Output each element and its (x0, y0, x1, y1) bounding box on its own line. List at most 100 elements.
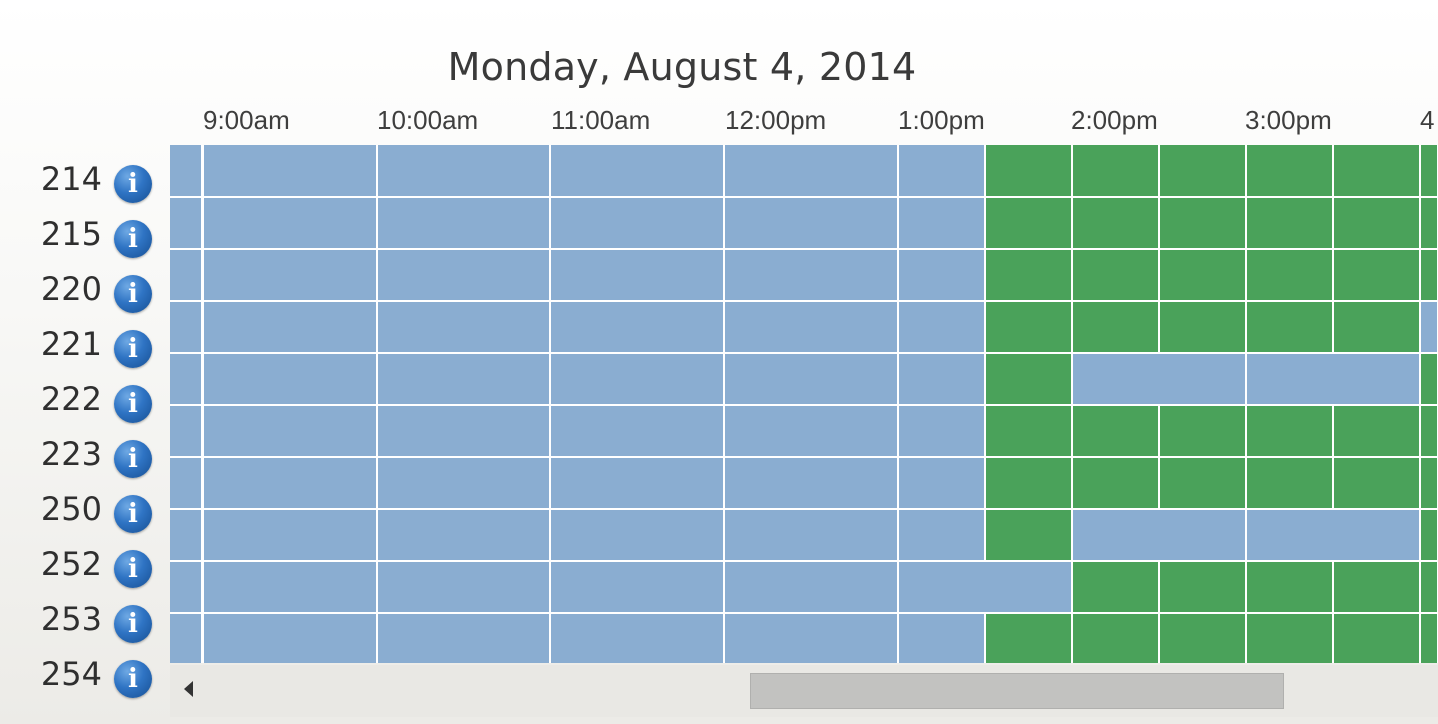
timeslot-available[interactable] (725, 250, 897, 300)
timeslot-booked[interactable] (1160, 145, 1245, 196)
timeslot-booked[interactable] (1160, 302, 1245, 352)
timeslot-booked[interactable] (1160, 250, 1245, 300)
timeslot-booked[interactable] (986, 354, 1071, 404)
timeslot-available[interactable] (899, 614, 984, 663)
timeslot-booked[interactable] (1247, 406, 1332, 456)
timeslot-booked[interactable] (1421, 198, 1437, 248)
timeslot-available[interactable] (551, 510, 723, 560)
timeslot-available[interactable] (170, 250, 201, 300)
timeslot-available[interactable] (378, 250, 549, 300)
timeslot-booked[interactable] (1334, 562, 1419, 612)
timeslot-booked[interactable] (1247, 198, 1332, 248)
timeslot-available[interactable] (1073, 510, 1245, 560)
timeslot-available[interactable] (378, 458, 549, 508)
timeslot-booked[interactable] (1421, 145, 1437, 196)
timeslot-available[interactable] (378, 354, 549, 404)
timeslot-available[interactable] (204, 458, 376, 508)
timeslot-booked[interactable] (1160, 614, 1245, 663)
timeslot-booked[interactable] (986, 250, 1071, 300)
info-icon[interactable]: i (114, 330, 152, 368)
timeslot-available[interactable] (204, 302, 376, 352)
timeslot-booked[interactable] (1160, 458, 1245, 508)
timeslot-available[interactable] (170, 354, 201, 404)
timeslot-booked[interactable] (986, 198, 1071, 248)
timeslot-booked[interactable] (1334, 198, 1419, 248)
timeslot-available[interactable] (551, 406, 723, 456)
timeslot-booked[interactable] (1073, 614, 1158, 663)
info-icon[interactable]: i (114, 660, 152, 698)
timeslot-booked[interactable] (1073, 458, 1158, 508)
timeslot-available[interactable] (170, 302, 201, 352)
timeslot-available[interactable] (204, 145, 376, 196)
timeslot-available[interactable] (899, 354, 984, 404)
timeslot-available[interactable] (725, 145, 897, 196)
scrollbar-thumb[interactable] (750, 673, 1284, 709)
timeslot-booked[interactable] (1073, 562, 1158, 612)
timeslot-booked[interactable] (986, 614, 1071, 663)
timeslot-available[interactable] (725, 354, 897, 404)
timeslot-booked[interactable] (1247, 458, 1332, 508)
timeslot-available[interactable] (170, 614, 201, 663)
timeslot-booked[interactable] (1160, 406, 1245, 456)
timeslot-booked[interactable] (1334, 458, 1419, 508)
info-icon[interactable]: i (114, 440, 152, 478)
timeslot-available[interactable] (378, 510, 549, 560)
timeslot-booked[interactable] (1247, 145, 1332, 196)
timeslot-booked[interactable] (1421, 614, 1437, 663)
timeslot-booked[interactable] (1247, 250, 1332, 300)
timeslot-available[interactable] (551, 614, 723, 663)
timeslot-booked[interactable] (1334, 614, 1419, 663)
timeslot-booked[interactable] (1334, 406, 1419, 456)
timeslot-available[interactable] (725, 562, 897, 612)
timeslot-available[interactable] (551, 562, 723, 612)
timeslot-booked[interactable] (1073, 198, 1158, 248)
timeslot-available[interactable] (551, 198, 723, 248)
timeslot-available[interactable] (170, 510, 201, 560)
horizontal-scrollbar[interactable] (170, 665, 1438, 717)
timeslot-booked[interactable] (1334, 250, 1419, 300)
timeslot-booked[interactable] (1421, 562, 1437, 612)
timeslot-available[interactable] (1073, 354, 1245, 404)
timeslot-available[interactable] (899, 458, 984, 508)
timeslot-available[interactable] (378, 562, 549, 612)
timeslot-booked[interactable] (1334, 302, 1419, 352)
timeslot-booked[interactable] (1247, 562, 1332, 612)
timeslot-available[interactable] (725, 302, 897, 352)
timeslot-available[interactable] (899, 510, 984, 560)
info-icon[interactable]: i (114, 385, 152, 423)
timeslot-available[interactable] (899, 145, 984, 196)
timeslot-available[interactable] (378, 302, 549, 352)
timeslot-available[interactable] (725, 406, 897, 456)
info-icon[interactable]: i (114, 165, 152, 203)
timeslot-booked[interactable] (1160, 562, 1245, 612)
timeslot-available[interactable] (1247, 354, 1419, 404)
timeslot-available[interactable] (899, 406, 984, 456)
timeslot-available[interactable] (204, 250, 376, 300)
info-icon[interactable]: i (114, 605, 152, 643)
info-icon[interactable]: i (114, 220, 152, 258)
timeslot-available[interactable] (725, 458, 897, 508)
timeslot-available[interactable] (170, 145, 201, 196)
info-icon[interactable]: i (114, 550, 152, 588)
timeslot-booked[interactable] (1421, 354, 1437, 404)
timeslot-available[interactable] (899, 250, 984, 300)
timeslot-available[interactable] (378, 406, 549, 456)
timeslot-available[interactable] (204, 354, 376, 404)
timeslot-available[interactable] (725, 614, 897, 663)
timeslot-available[interactable] (899, 302, 984, 352)
timeslot-available[interactable] (204, 562, 376, 612)
timeslot-available[interactable] (378, 614, 549, 663)
info-icon[interactable]: i (114, 275, 152, 313)
timeslot-available[interactable] (551, 302, 723, 352)
timeslot-available[interactable] (204, 198, 376, 248)
timeslot-available[interactable] (170, 458, 201, 508)
timeslot-booked[interactable] (1334, 145, 1419, 196)
timeslot-available[interactable] (170, 198, 201, 248)
timeslot-booked[interactable] (1073, 302, 1158, 352)
timeslot-booked[interactable] (1073, 250, 1158, 300)
timeslot-available[interactable] (170, 406, 201, 456)
timeslot-booked[interactable] (1247, 614, 1332, 663)
timeslot-booked[interactable] (1160, 198, 1245, 248)
timeslot-available[interactable] (551, 354, 723, 404)
timeslot-booked[interactable] (1421, 250, 1437, 300)
